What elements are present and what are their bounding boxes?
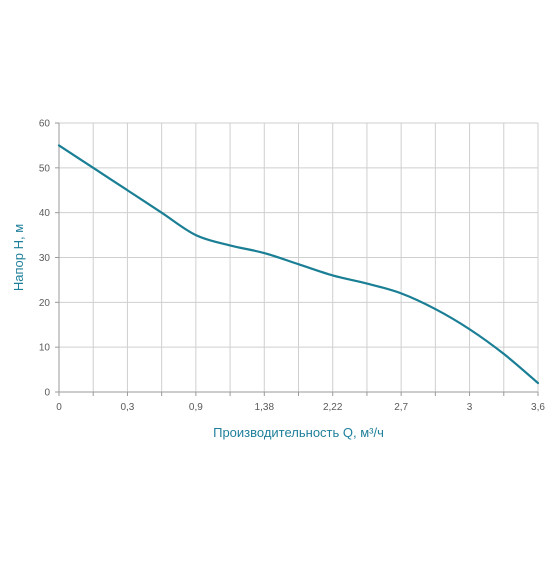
x-tick-label: 2,22 [323, 402, 343, 413]
head-capacity-curve [57, 144, 540, 385]
axes [55, 122, 539, 396]
y-tick-label: 30 [39, 253, 51, 264]
series-layer [57, 144, 540, 385]
y-tick-label: 60 [39, 119, 51, 130]
x-tick-label: 0,9 [189, 402, 203, 413]
y-tick-label: 0 [44, 388, 50, 399]
x-tick-label: 3,6 [531, 402, 545, 413]
grid [59, 122, 539, 392]
y-tick-label: 50 [39, 163, 51, 174]
x-tick-label: 2,7 [394, 402, 408, 413]
y-tick-label: 40 [39, 208, 51, 219]
x-tick-label: 1,38 [255, 402, 275, 413]
tick-labels: 0 10 20 30 40 50 60 0 0,3 0,9 1,38 2,22 2,7 3 3,6 [39, 119, 546, 414]
y-axis-title: Напор H, м [11, 224, 26, 291]
x-tick-label: 3 [467, 402, 473, 413]
x-axis-title: Производительность Q, м³/ч [213, 425, 384, 440]
y-tick-label: 20 [39, 298, 51, 309]
x-tick-label: 0,3 [120, 402, 134, 413]
x-tick-label: 0 [56, 402, 62, 413]
y-tick-label: 10 [39, 343, 51, 354]
